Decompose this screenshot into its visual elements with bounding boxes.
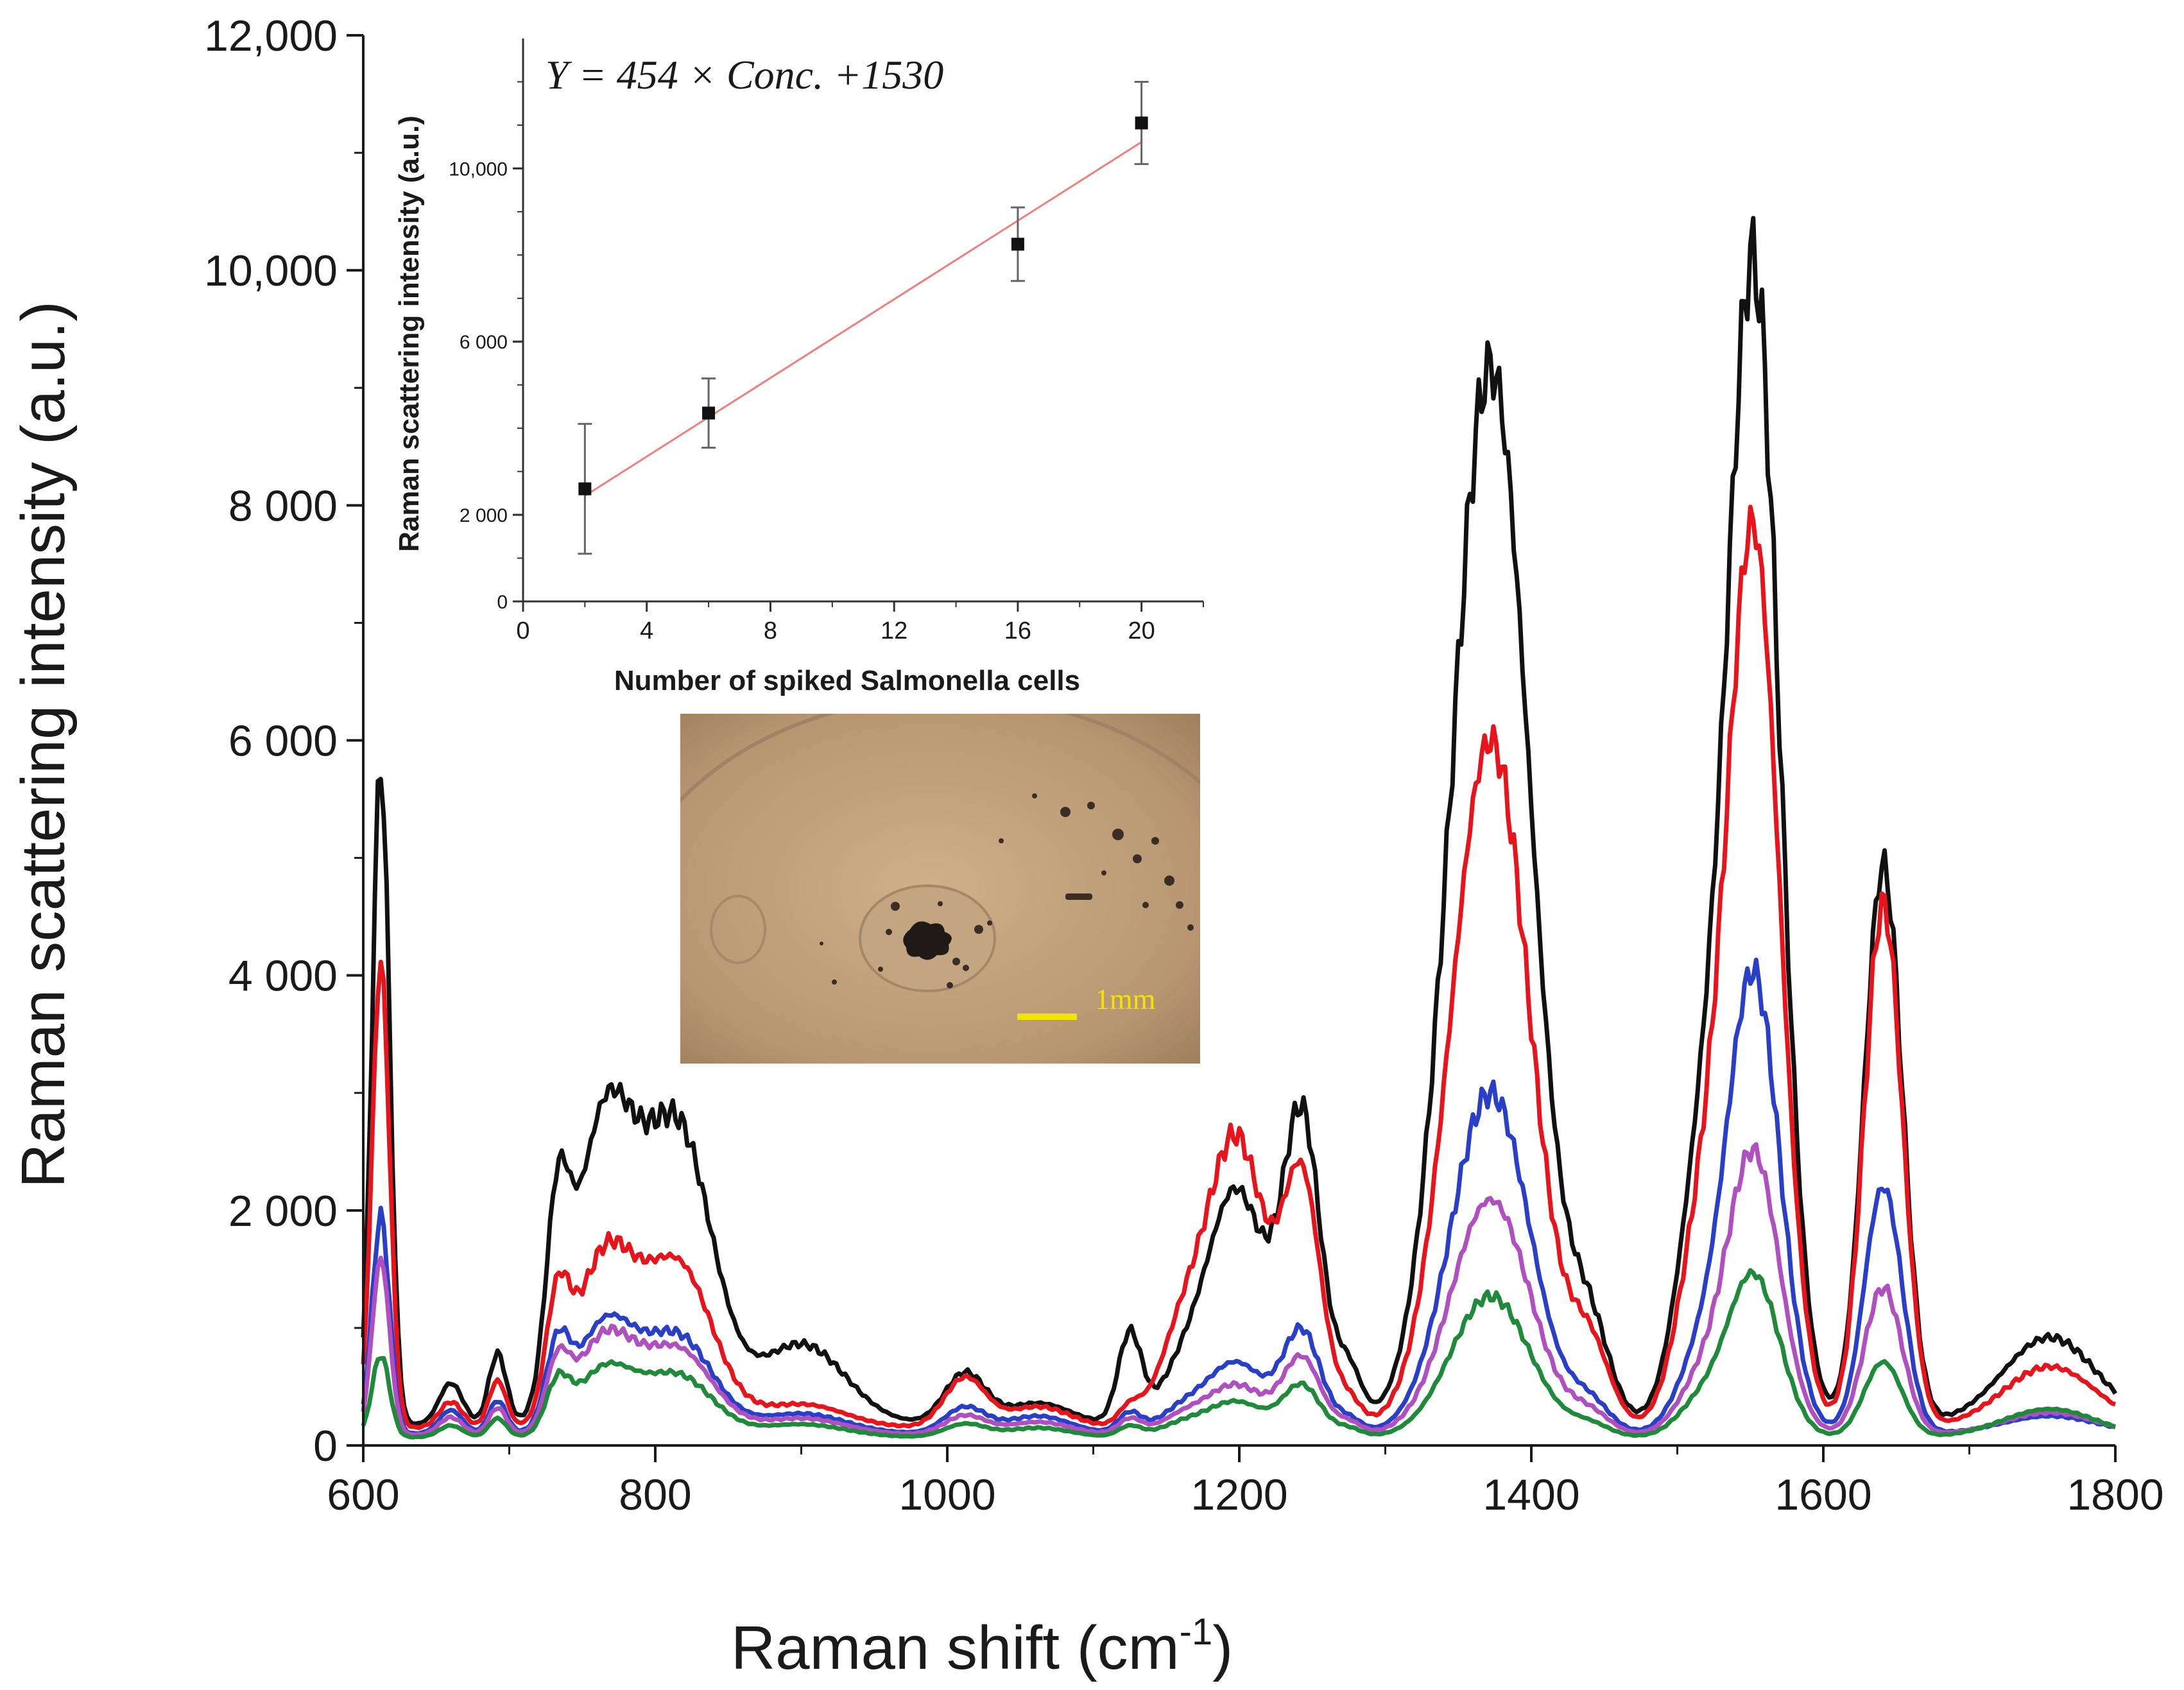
inset-x-tick-label: 8 [764,617,777,644]
x-axis-label-superscript: -1 [1180,1611,1213,1653]
x-axis-label-close: ) [1212,1614,1233,1682]
x-tick-label: 1000 [899,1470,995,1519]
series-line-green [361,1268,2116,1440]
inset-x-tick-label: 20 [1128,617,1155,644]
y-tick-label: 2 000 [228,1187,338,1236]
x-tick-label: 1800 [2067,1470,2163,1519]
inset-x-tick-label: 16 [1004,617,1031,644]
spectrum-series-group [361,216,2117,1440]
inset-y-tick-label: 6 000 [460,332,508,353]
y-axis-label: Raman scattering intensity (a.u.) [9,301,78,1188]
debris-streak [1065,893,1092,900]
inset-marks [578,80,1149,555]
fit-equation: Y = 454 × Conc. +1530 [546,52,943,98]
x-tick-label: 600 [327,1470,399,1519]
x-axis-label-main: Raman shift (cm [731,1614,1180,1682]
series-line-red [361,504,2116,1431]
x-tick-label: 800 [619,1470,691,1519]
data-point [578,482,592,496]
x-tick-label: 1600 [1775,1470,1871,1519]
scale-bar-label: 1mm [1095,983,1156,1015]
y-tick-label: 10,000 [204,246,338,295]
inset-x-tick-label: 0 [516,617,529,644]
inset-y-tick-label: 10,000 [449,159,508,180]
fit-line [584,141,1142,497]
y-tick-label: 6 000 [228,717,338,766]
inset-x-tick-label: 12 [881,617,907,644]
data-point [702,406,716,420]
x-tick-label: 1400 [1483,1470,1579,1519]
x-tick-label: 1200 [1191,1470,1287,1519]
inset-x-tick-label: 4 [640,617,653,644]
data-point [1135,116,1148,130]
spot-left-faint [710,895,766,964]
y-tick-label: 4 000 [228,952,338,1001]
inset-x-axis-label: Number of spiked Salmonella cells [614,665,1080,696]
salmonella-cluster [903,921,952,960]
series-line-black [361,216,2117,1426]
series-line-magenta [361,1142,2117,1437]
y-tick-label: 8 000 [228,481,338,530]
x-axis-label: Raman shift (cm-1) [731,1611,1233,1682]
inset-calibration-chart: 0 4 8 12 16 20 0 2 000 6 000 10,000 Y = 454 × Con… [393,35,1208,696]
micrograph-inset: 1mm [680,714,1200,1064]
inset-axes: 0 4 8 12 16 20 0 2 000 6 000 10,000 [449,39,1204,644]
debris-particles [820,793,1194,988]
inset-y-tick-label: 0 [497,592,508,613]
series-line-blue [361,958,2116,1436]
inset-y-axis-label: Raman scattering intensity (a.u.) [393,116,425,552]
y-tick-label: 0 [313,1422,338,1470]
y-tick-label: 12,000 [204,12,338,60]
data-point [1011,237,1024,251]
inset-y-tick-label: 2 000 [460,505,508,526]
